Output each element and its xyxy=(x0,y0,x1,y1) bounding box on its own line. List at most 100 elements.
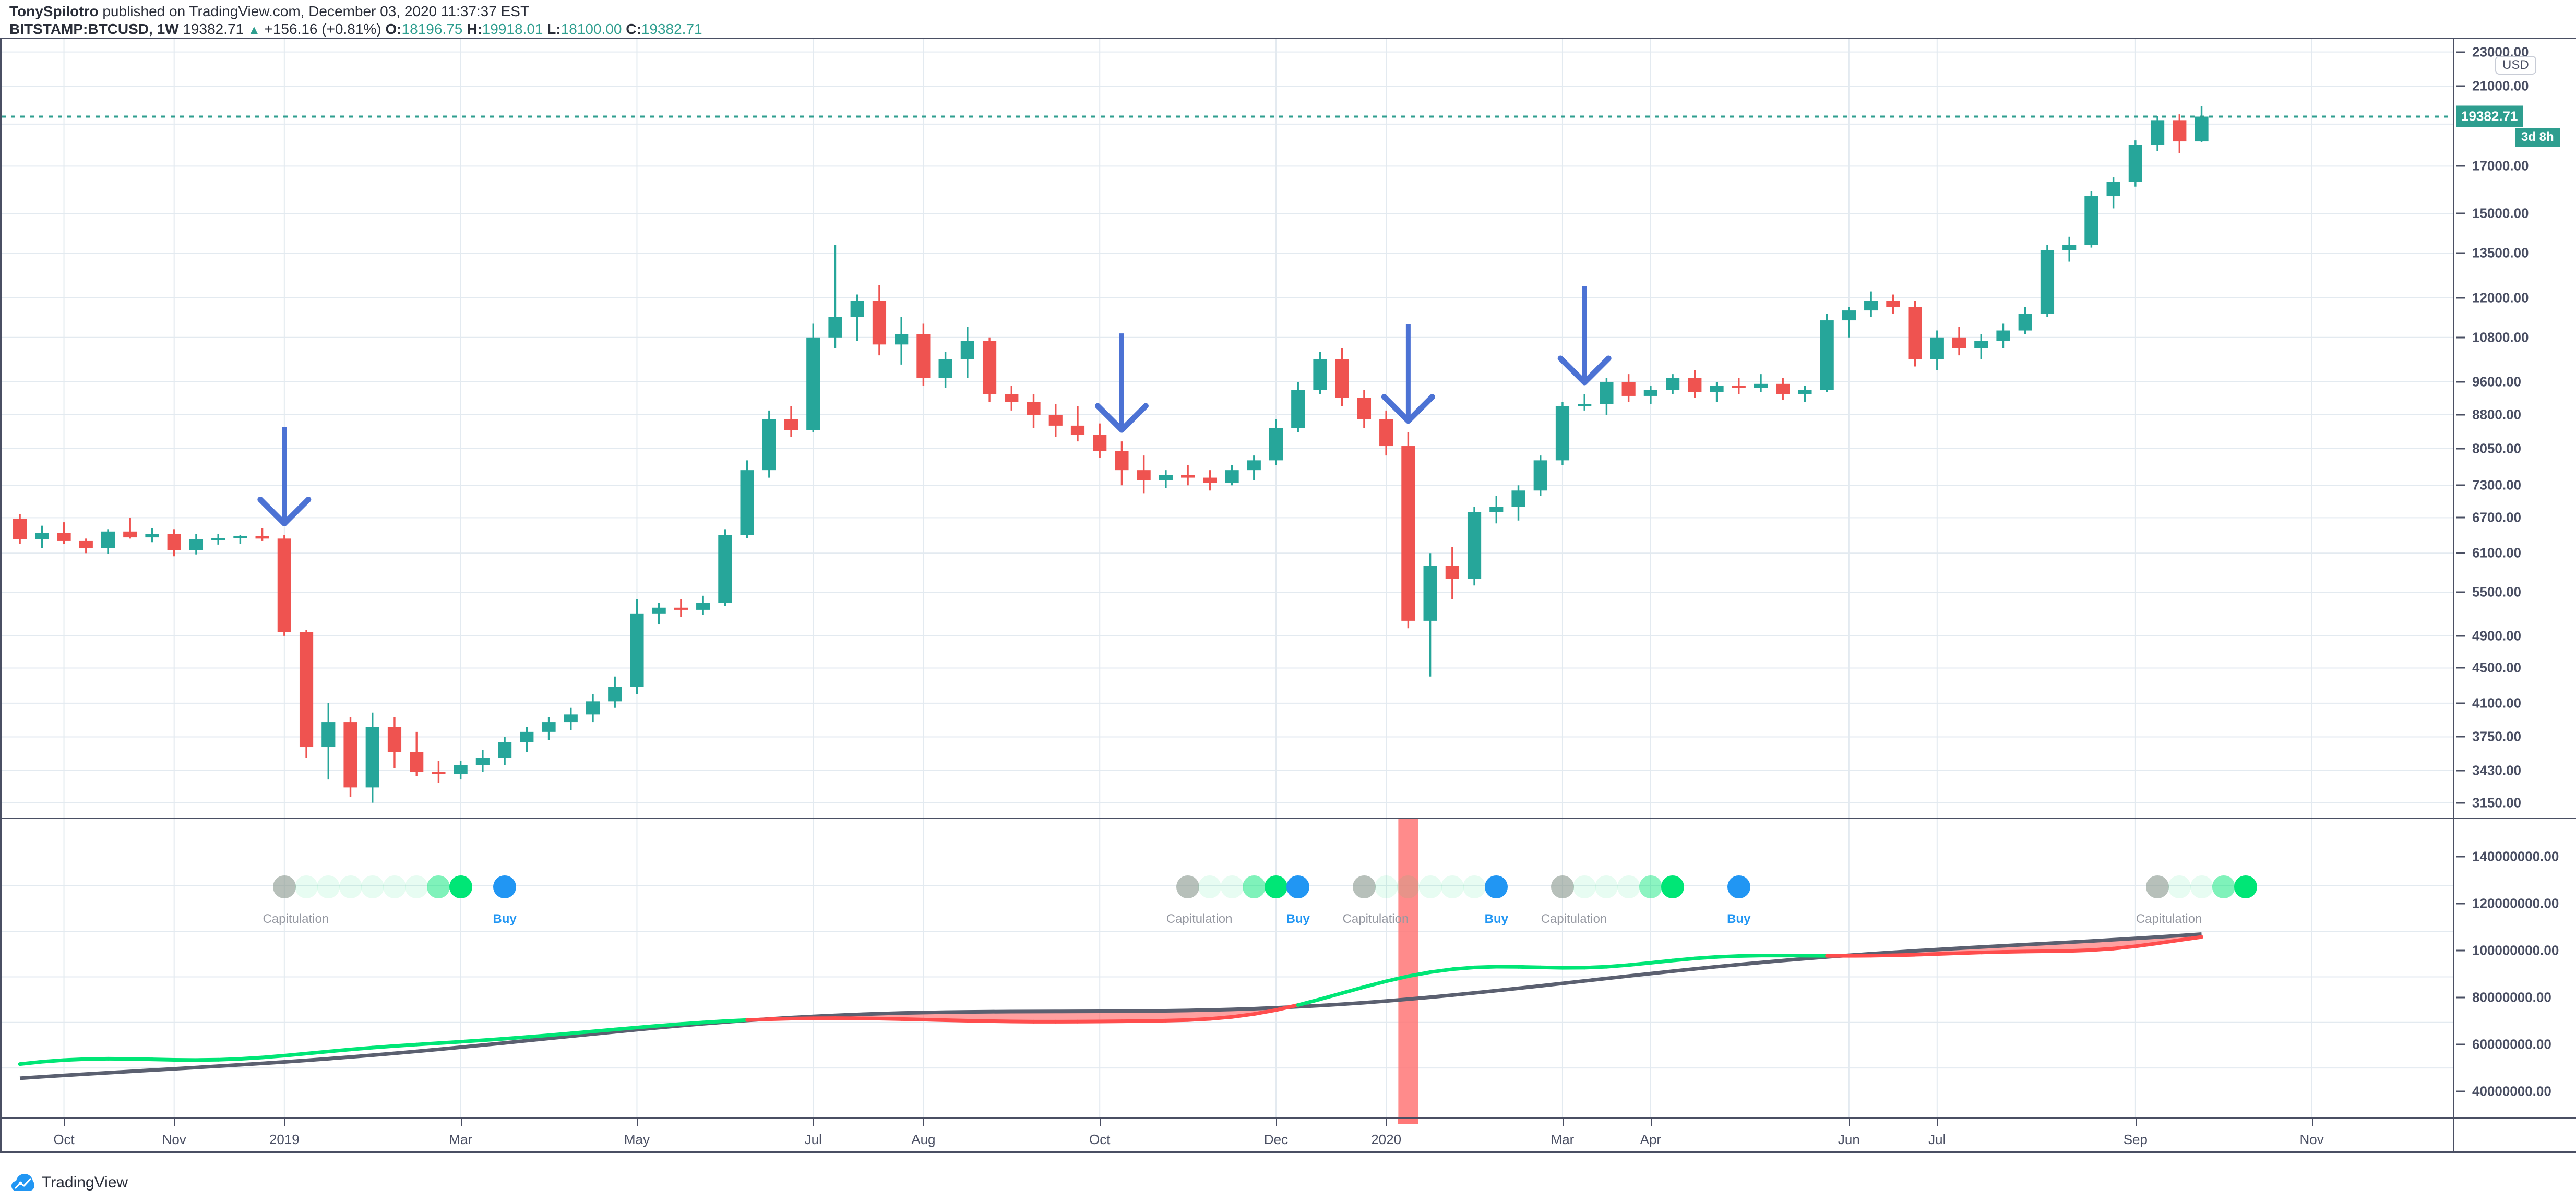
time-tick-label: Dec xyxy=(1263,1132,1289,1147)
price-tick-mark xyxy=(2456,336,2465,339)
price-tick-label: 13500.00 xyxy=(2472,245,2529,261)
price-tick-label: 4500.00 xyxy=(2472,659,2521,676)
open-label: O: xyxy=(385,21,402,37)
faded-marker xyxy=(1418,875,1442,898)
volume-tick-label: 80000000.00 xyxy=(2472,989,2551,1005)
price-tick-mark xyxy=(2456,516,2465,519)
faded-marker xyxy=(1617,875,1640,898)
price-tick-label: 5500.00 xyxy=(2472,584,2521,600)
price-tick-label: 21000.00 xyxy=(2472,78,2529,94)
time-tick-mark xyxy=(923,1119,925,1126)
symbol-quote-line: BITSTAMP:BTCUSD, 1W 19382.71 ▲ +156.16 (… xyxy=(9,21,702,38)
oscillator-canvas xyxy=(2,819,2453,1117)
volume-tick-label: 120000000.00 xyxy=(2472,895,2559,911)
direction-up-icon: ▲ xyxy=(247,23,260,37)
volume-tick-mark xyxy=(2456,1090,2465,1092)
bar-countdown-tag: 3d 8h xyxy=(2515,128,2560,147)
time-tick-label: Aug xyxy=(911,1132,936,1147)
high-value: 19918.01 xyxy=(482,21,543,37)
faded-marker xyxy=(1573,875,1596,898)
price-tick-label: 6100.00 xyxy=(2472,545,2521,561)
faded-marker xyxy=(1242,875,1266,898)
price-tick-label: 4900.00 xyxy=(2472,628,2521,644)
price-tick-label: 8800.00 xyxy=(2472,406,2521,423)
faded-marker xyxy=(2212,875,2235,898)
price-tick-mark xyxy=(2456,85,2465,87)
close-label: C: xyxy=(626,21,641,37)
capitulation-marker xyxy=(1352,875,1376,898)
price-pane[interactable] xyxy=(0,38,2453,818)
price-tick-mark xyxy=(2456,802,2465,804)
volume-tick-label: 40000000.00 xyxy=(2472,1083,2551,1099)
volume-tick-label: 60000000.00 xyxy=(2472,1036,2551,1052)
buy-label: Buy xyxy=(1286,912,1310,926)
highlight-band-tick xyxy=(1398,1119,1418,1124)
time-tick-mark xyxy=(2311,1119,2313,1126)
time-tick-label: Nov xyxy=(162,1132,186,1147)
price-tick-mark xyxy=(2456,770,2465,772)
capitulation-marker xyxy=(1176,875,1200,898)
time-tick-mark xyxy=(1937,1119,1938,1126)
price-tick-mark xyxy=(2456,212,2465,214)
capitulation-marker xyxy=(272,875,296,898)
time-tick-mark xyxy=(284,1119,285,1126)
indicator-pane[interactable]: Capitulation Buy Capitulation Buy Capitulati… xyxy=(0,818,2453,1117)
price-tick-mark xyxy=(2456,635,2465,637)
faded-marker xyxy=(361,875,384,898)
faded-marker xyxy=(295,875,318,898)
time-tick-label: Apr xyxy=(1640,1132,1662,1147)
chart-header: TonySpilotro published on TradingView.co… xyxy=(0,0,2576,38)
time-tick-mark xyxy=(2135,1119,2137,1126)
buy-marker xyxy=(1286,875,1310,898)
time-axis[interactable]: Oct Nov 2019 Mar May Jul Aug Oct Dec 2020 Mar Apr Ju… xyxy=(0,1117,2503,1153)
confirm-marker xyxy=(1265,875,1288,898)
time-tick-label: Oct xyxy=(1089,1132,1111,1147)
price-tick-mark xyxy=(2456,51,2465,53)
buy-marker xyxy=(493,875,517,898)
time-tick-mark xyxy=(460,1119,462,1126)
price-tick-label: 4100.00 xyxy=(2472,695,2521,711)
chart-frame: Capitulation Buy Capitulation Buy Capitulati… xyxy=(0,38,2576,1153)
price-axis[interactable]: 23000.0021000.0019000.0017000.0015000.00… xyxy=(2453,38,2576,818)
time-tick-label: Mar xyxy=(449,1132,473,1147)
low-label: L: xyxy=(547,21,561,37)
pre-buy-marker xyxy=(1242,875,1266,898)
low-value: 18100.00 xyxy=(560,21,622,37)
faded-marker xyxy=(1375,875,1398,898)
price-tick-mark xyxy=(2456,552,2465,554)
pre-buy-marker xyxy=(2212,875,2235,898)
symbol-label[interactable]: BITSTAMP:BTCUSD, 1W xyxy=(9,21,179,37)
capitulation-label: Capitulation xyxy=(1166,912,1233,926)
volume-tick-mark xyxy=(2456,903,2465,905)
buy-label: Buy xyxy=(1484,912,1508,926)
confirm-marker xyxy=(1661,875,1685,898)
price-tick-mark xyxy=(2456,414,2465,416)
price-tick-label: 10800.00 xyxy=(2472,329,2529,345)
time-tick-label: 2020 xyxy=(1371,1132,1402,1147)
price-tick-label: 12000.00 xyxy=(2472,290,2529,306)
price-tick-mark xyxy=(2456,381,2465,383)
faded-marker xyxy=(339,875,362,898)
time-tick-mark xyxy=(64,1119,65,1126)
time-tick-mark xyxy=(1650,1119,1652,1126)
price-tick-mark xyxy=(2456,252,2465,254)
volume-tick-label: 140000000.00 xyxy=(2472,848,2559,864)
time-tick-label: Jul xyxy=(1928,1132,1946,1147)
time-tick-label: Sep xyxy=(2123,1132,2148,1147)
buy-marker xyxy=(1485,875,1508,898)
time-tick-mark xyxy=(1276,1119,1278,1126)
volume-axis[interactable]: 140000000.00 120000000.00 100000000.00 8000… xyxy=(2453,818,2576,1117)
tradingview-logo[interactable]: TradingView xyxy=(11,1174,128,1192)
currency-badge[interactable]: USD xyxy=(2495,56,2536,75)
price-tick-label: 7300.00 xyxy=(2472,477,2521,493)
time-tick-label: Mar xyxy=(1551,1132,1575,1147)
faded-marker xyxy=(427,875,450,898)
price-tick-label: 6700.00 xyxy=(2472,509,2521,525)
last-price: 19382.71 xyxy=(183,21,244,37)
close-value: 19382.71 xyxy=(641,21,702,37)
pre-buy-marker xyxy=(427,875,450,898)
price-tick-mark xyxy=(2456,165,2465,167)
volume-tick-label: 100000000.00 xyxy=(2472,942,2559,958)
price-tick-mark xyxy=(2456,667,2465,669)
